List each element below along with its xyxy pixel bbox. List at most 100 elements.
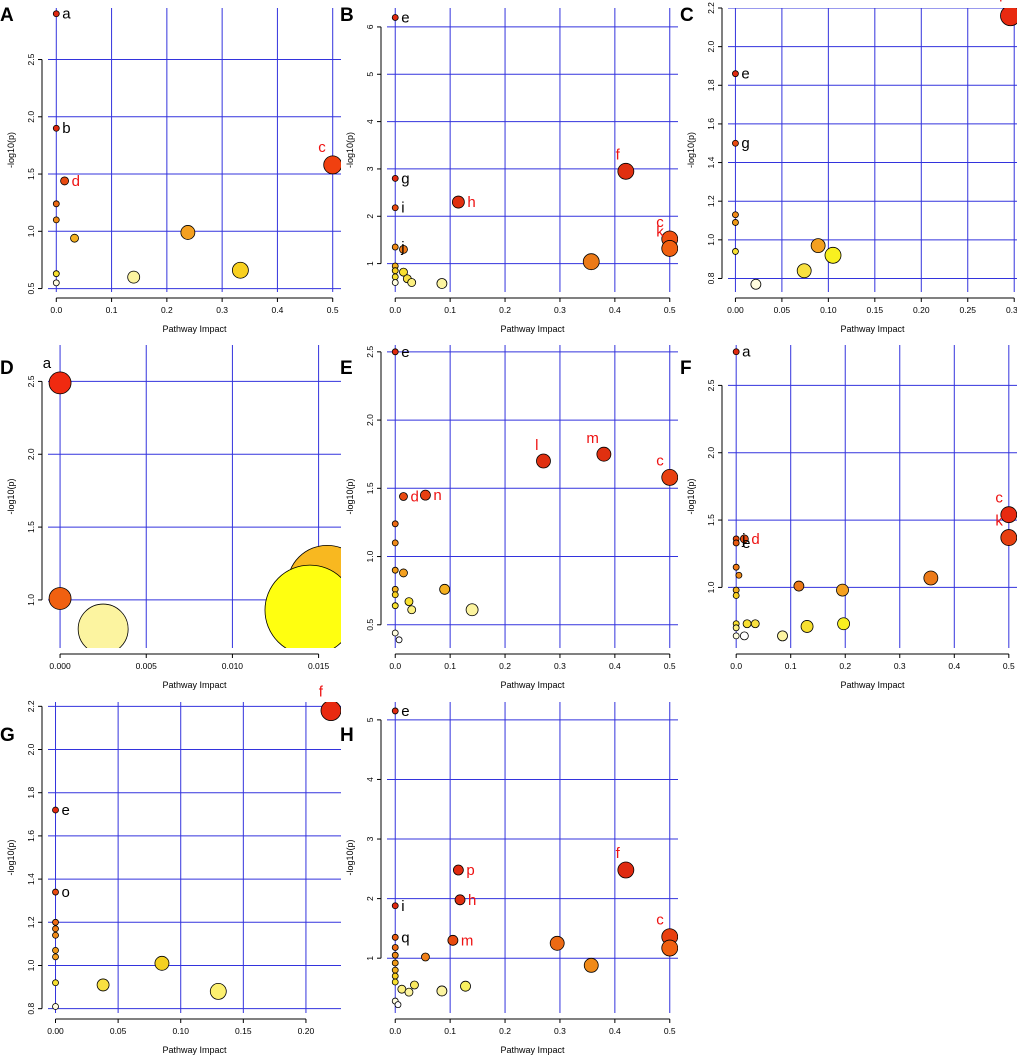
data-point <box>391 566 399 574</box>
data-point <box>52 216 60 224</box>
data-point <box>391 944 399 951</box>
x-tick-label: 0.2 <box>499 1026 511 1036</box>
point-label: j <box>400 239 404 256</box>
x-tick-label: 0.30 <box>1006 305 1017 315</box>
grid <box>387 8 678 292</box>
x-tick-label: 0.1 <box>444 661 456 671</box>
y-tick-label: 4 <box>365 777 375 782</box>
data-point <box>837 617 850 631</box>
x-tick-label: 0.05 <box>110 1026 127 1036</box>
data-point <box>231 261 249 279</box>
x-tick-label: 0.5 <box>664 661 676 671</box>
data-point <box>52 925 59 933</box>
panel-letter: B <box>340 5 354 26</box>
x-tick-label: 0.1 <box>444 1026 456 1036</box>
y-axis-title: -log10(p) <box>6 478 16 514</box>
panel-f: F 0.0 0.1 0.2 0.3 0.4 0.5 1.0 1.5 2.0 2.5 Pathway I… <box>680 344 1017 690</box>
y-tick-label: 1.0 <box>706 581 716 593</box>
x-tick-label: 0.3 <box>554 1026 566 1036</box>
data-point <box>323 155 341 175</box>
y-tick-label: 2.5 <box>365 346 375 358</box>
data-point <box>391 279 399 286</box>
data-point <box>391 629 399 637</box>
points <box>52 10 341 287</box>
y-tick-label: 3 <box>365 836 375 841</box>
data-point <box>824 246 842 264</box>
x-tick-label: 0.4 <box>609 661 621 671</box>
y-axis-title: -log10(p) <box>345 478 355 514</box>
x-tick-label: 0.0 <box>389 305 401 315</box>
point-label: d <box>410 489 418 506</box>
data-point <box>732 348 740 356</box>
y-axis-title: -log10(p) <box>686 478 696 514</box>
x-axis-title: Pathway Impact <box>840 680 905 690</box>
y-tick-label: 1.0 <box>365 550 375 562</box>
data-point <box>742 619 752 629</box>
y-tick-label: 1.2 <box>706 195 716 207</box>
data-point <box>1000 506 1017 524</box>
data-point <box>70 233 79 243</box>
data-point <box>420 489 431 501</box>
y-tick-label: 1.0 <box>26 959 36 971</box>
points <box>52 702 341 1010</box>
y-tick-label: 1.6 <box>706 118 716 130</box>
data-point <box>923 570 939 586</box>
y-tick-label: 6 <box>365 24 375 29</box>
point-label: c <box>656 452 664 469</box>
data-point <box>52 10 60 18</box>
data-point <box>465 603 479 617</box>
point-label: b <box>62 120 70 137</box>
data-point <box>209 983 227 1000</box>
y-axis-title: -log10(p) <box>6 839 16 875</box>
x-axis-title: Pathway Impact <box>162 324 227 334</box>
x-tick-label: 0.1 <box>106 305 118 315</box>
y-tick-label: 1.6 <box>26 830 36 842</box>
data-point <box>735 571 743 579</box>
x-axis-title: Pathway Impact <box>500 1045 565 1055</box>
data-point <box>407 605 417 615</box>
x-tick-label: 0.005 <box>136 661 158 671</box>
point-label: g <box>741 135 749 152</box>
y-tick-label: 2.2 <box>26 700 36 712</box>
grid <box>387 702 678 1013</box>
data-point <box>596 446 612 462</box>
data-point <box>391 959 399 967</box>
data-point <box>404 987 414 997</box>
data-point <box>264 564 341 648</box>
points <box>48 371 341 648</box>
data-point <box>52 946 59 954</box>
data-point <box>391 243 399 251</box>
point-label: e <box>62 802 70 819</box>
x-axis-title: Pathway Impact <box>840 324 905 334</box>
data-point <box>52 270 60 278</box>
data-point <box>739 631 749 641</box>
points <box>732 8 1017 290</box>
data-point <box>391 978 399 986</box>
data-point <box>399 267 408 277</box>
point-label: p <box>466 862 474 879</box>
panel-b: B 0.0 0.1 0.2 0.3 0.4 0.5 1 2 3 4 5 6 Pathway Impact -… <box>340 5 678 334</box>
data-point <box>391 520 399 528</box>
x-tick-label: 0.5 <box>664 305 676 315</box>
data-point <box>617 861 635 879</box>
x-axis-title: Pathway Impact <box>500 680 565 690</box>
point-label: n <box>433 487 441 504</box>
data-point <box>800 620 814 633</box>
point-label: j <box>741 531 745 548</box>
data-point <box>436 278 448 289</box>
x-axis-title: Pathway Impact <box>500 324 565 334</box>
data-point <box>460 980 471 992</box>
y-tick-label: 1.0 <box>706 234 716 246</box>
data-point <box>127 270 141 284</box>
x-tick-label: 0.3 <box>554 661 566 671</box>
y-tick-label: 0.8 <box>706 272 716 284</box>
x-tick-label: 0.15 <box>235 1026 252 1036</box>
data-point <box>399 568 408 578</box>
data-point <box>154 955 170 971</box>
x-tick-label: 0.10 <box>820 305 837 315</box>
grid <box>728 345 1017 648</box>
x-tick-label: 0.4 <box>609 305 621 315</box>
data-point <box>410 980 419 990</box>
x-tick-label: 0.1 <box>444 305 456 315</box>
